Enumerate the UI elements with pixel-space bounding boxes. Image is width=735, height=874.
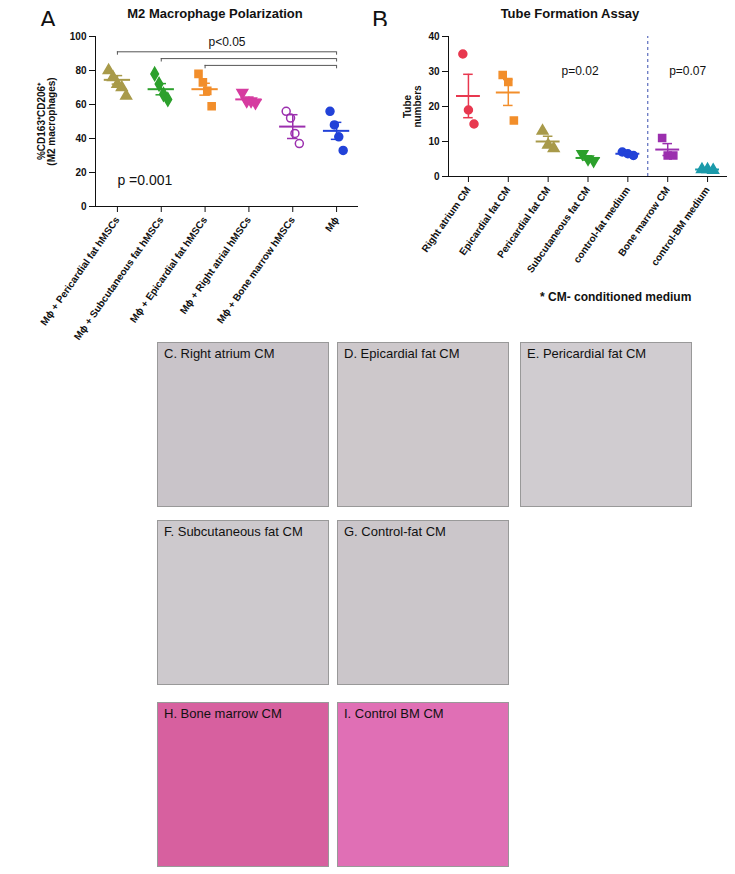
svg-text:Mϕ + Pericardial fat hMSCs: Mϕ + Pericardial fat hMSCs <box>38 214 122 327</box>
html-text:D. Epicardial fat CM: D. Epicardial fat CM <box>344 346 460 361</box>
html-text:* CM- conditioned medium: * CM- conditioned medium <box>540 290 692 304</box>
svg-text:80: 80 <box>75 65 87 76</box>
svg-text:%CD163⁺CD206⁺(M2 macrophages): %CD163⁺CD206⁺(M2 macrophages) <box>36 77 57 165</box>
svg-text:Subcutaneous fat CM: Subcutaneous fat CM <box>524 184 593 275</box>
svg-text:20: 20 <box>428 101 440 112</box>
svg-text:Bone marrow CM: Bone marrow CM <box>615 184 672 259</box>
svg-text:Mϕ: Mϕ <box>323 214 341 234</box>
svg-text:p =0.001: p =0.001 <box>117 172 172 188</box>
svg-text:Epicardial fat CM: Epicardial fat CM <box>457 184 513 258</box>
svg-text:Mϕ + Right atrial hMSCs: Mϕ + Right atrial hMSCs <box>178 214 254 316</box>
svg-text:60: 60 <box>75 99 87 110</box>
svg-text:0: 0 <box>434 171 440 182</box>
svg-text:30: 30 <box>428 66 440 77</box>
svg-text:control-BM medium: control-BM medium <box>649 184 712 267</box>
html-text:I. Control BM CM: I. Control BM CM <box>344 706 444 721</box>
html-text:Tube Formation Assay: Tube Formation Assay <box>500 6 640 21</box>
svg-text:20: 20 <box>75 167 87 178</box>
html-text:B: B <box>372 6 388 33</box>
svg-text:100: 100 <box>70 31 87 42</box>
svg-text:p=0.02: p=0.02 <box>562 64 599 78</box>
svg-text:Right atrium CM: Right atrium CM <box>419 184 473 254</box>
svg-text:p=0.07: p=0.07 <box>669 64 706 78</box>
html-text:C. Right atrium CM: C. Right atrium CM <box>164 346 275 361</box>
svg-text:Mϕ + Bone marrow hMSCs: Mϕ + Bone marrow hMSCs <box>215 214 298 325</box>
svg-text:10: 10 <box>428 136 440 147</box>
svg-text:Pericardial fat CM: Pericardial fat CM <box>494 184 553 260</box>
html-text:M2 Macrophage Polarization: M2 Macrophage Polarization <box>127 6 303 21</box>
svg-text:Mϕ + Subcutaneous fat hMSCs: Mϕ + Subcutaneous fat hMSCs <box>72 214 166 342</box>
svg-text:40: 40 <box>428 31 440 42</box>
html-text:E. Pericardial fat CM: E. Pericardial fat CM <box>527 346 647 361</box>
svg-text:p<0.05: p<0.05 <box>208 35 245 49</box>
svg-text:40: 40 <box>75 133 87 144</box>
svg-text:control-fat medium: control-fat medium <box>571 184 633 265</box>
html-text:G. Control-fat CM: G. Control-fat CM <box>344 524 446 539</box>
html-text:F. Subcutaneous fat CM: F. Subcutaneous fat CM <box>164 524 303 539</box>
svg-text:Tubenumbers: Tubenumbers <box>402 85 423 128</box>
svg-text:0: 0 <box>81 201 87 212</box>
html-text:H. Bone marrow CM: H. Bone marrow CM <box>164 706 282 721</box>
html-text:A: A <box>40 6 56 33</box>
svg-text:Mϕ + Epicardial fat hMSCs: Mϕ + Epicardial fat hMSCs <box>128 214 210 324</box>
